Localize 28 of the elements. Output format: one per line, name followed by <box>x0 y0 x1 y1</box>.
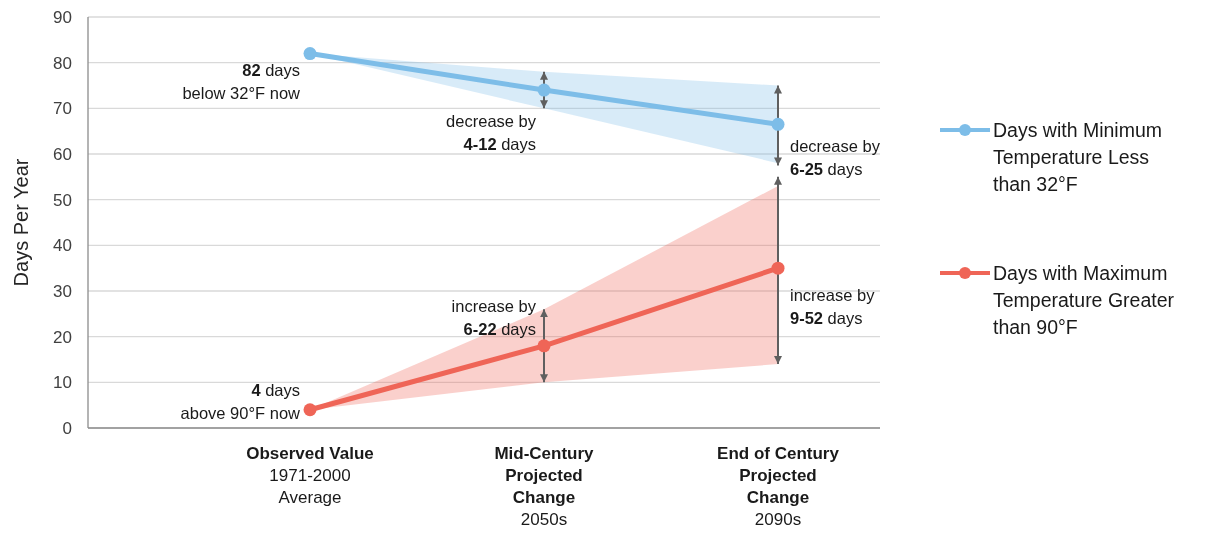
y-tick-label: 40 <box>53 236 72 256</box>
x-tick-label: Observed Value 1971-2000 Average <box>246 444 374 507</box>
annotation: decrease by 6-25 days <box>790 137 881 179</box>
y-tick-label: 90 <box>53 7 72 27</box>
y-tick-label: 80 <box>53 53 72 73</box>
point <box>303 403 317 417</box>
annotation: 4 days above 90°F now <box>180 380 301 422</box>
annotation: decrease by 4-12 days <box>446 112 537 154</box>
y-tick-label: 70 <box>53 99 72 119</box>
legend-label: Days with Minimum Temperature Less than 32°F <box>993 119 1163 195</box>
point <box>771 117 785 131</box>
annotation: increase by 6-22 days <box>451 297 537 339</box>
x-tick-label: End of Century Projected Change 2090s <box>717 444 840 529</box>
y-tick-label: 20 <box>53 327 72 347</box>
legend-label: Days with Maximum Temperature Greater than 90°F <box>993 262 1175 338</box>
annotation: 82 days below 32°F now <box>182 60 301 102</box>
y-tick-label: 50 <box>53 190 72 210</box>
point <box>303 47 317 61</box>
point <box>771 261 785 275</box>
x-tick-label: Mid-Century Projected Change 2050s <box>494 444 595 529</box>
y-tick-label: 10 <box>53 373 72 393</box>
point <box>537 83 551 97</box>
y-tick-label: 0 <box>62 418 72 438</box>
point <box>537 339 551 353</box>
y-axis-title: Days Per Year <box>10 158 32 287</box>
y-tick-label: 60 <box>53 144 72 164</box>
annotation: increase by 9-52 days <box>790 286 876 328</box>
y-tick-label: 30 <box>53 281 72 301</box>
